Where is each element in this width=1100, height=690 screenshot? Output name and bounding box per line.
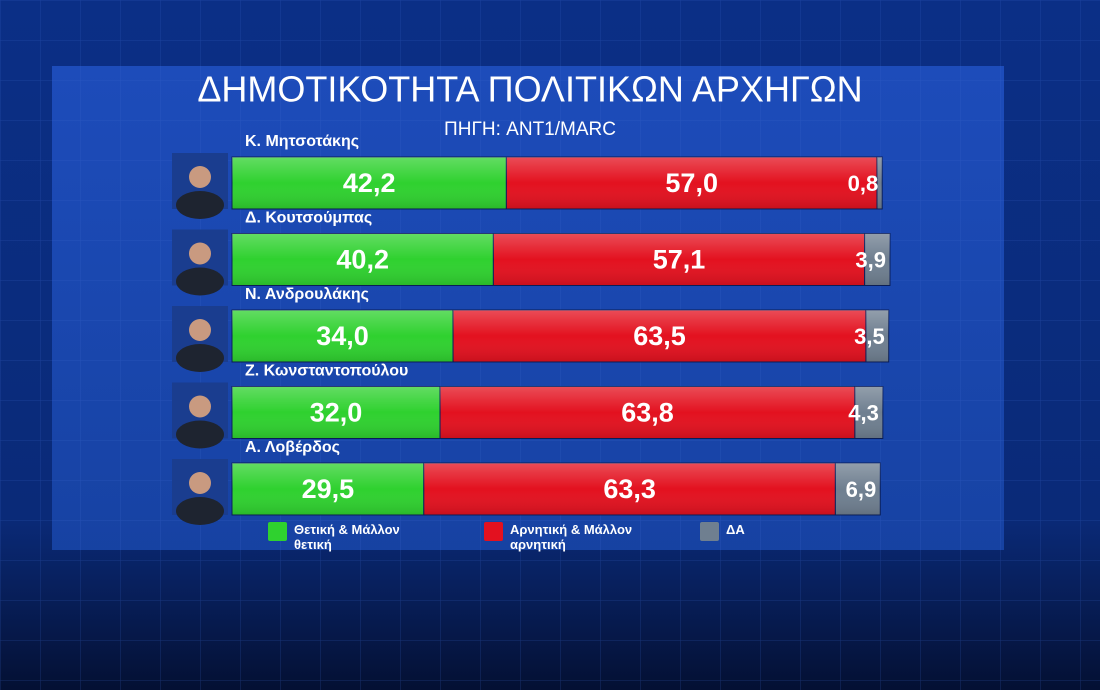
avatar-head (189, 472, 211, 494)
bar-shine (232, 233, 494, 286)
bar-shine (453, 310, 866, 362)
value-label: 32,0 (310, 398, 363, 428)
avatar-body (176, 344, 224, 372)
avatar-body (176, 497, 224, 525)
value-label: 63,8 (621, 398, 674, 428)
bar-shine (835, 463, 881, 515)
value-label: 57,0 (665, 168, 718, 198)
bar-shine (864, 233, 890, 286)
value-label: 34,0 (316, 321, 369, 351)
legend-swatch (268, 522, 287, 541)
avatar-head (189, 166, 211, 188)
category-label: Δ. Κουτσούμπας (245, 210, 372, 227)
chart-title: ΔΗΜΟΤΙΚΟΤΗΤΑ ΠΟΛΙΤΙΚΩΝ ΑΡΧΗΓΩΝ (197, 69, 862, 110)
value-label: 3,5 (854, 324, 885, 349)
bar-shine (876, 157, 883, 209)
legend-label: ΔΑ (726, 522, 745, 537)
category-label: Α. Λοβέρδος (245, 439, 340, 456)
legend-label: Θετική & Μάλλον θετική (294, 522, 400, 552)
legend-label: Αρνητική & Μάλλον αρνητική (510, 522, 633, 552)
avatar-head (189, 319, 211, 341)
avatar-body (176, 191, 224, 219)
bar-shine (506, 157, 877, 209)
value-label: 42,2 (343, 168, 396, 198)
value-label: 3,9 (855, 247, 886, 272)
bar-shine (232, 310, 454, 362)
bar-shine (493, 233, 865, 286)
value-label: 6,9 (846, 477, 877, 502)
avatar-body (176, 420, 224, 449)
bar-shine (865, 310, 889, 362)
value-label: 57,1 (653, 245, 706, 275)
bar-shine (854, 386, 883, 439)
value-label: 40,2 (336, 245, 389, 275)
value-label: 29,5 (302, 474, 355, 504)
value-label: 63,5 (633, 321, 686, 351)
bar-shine (232, 386, 441, 439)
chart-subtitle: ΠΗΓΗ: ANT1/MARC (444, 119, 616, 140)
avatar-head (189, 242, 211, 265)
avatar-body (176, 267, 224, 296)
value-label: 4,3 (848, 400, 879, 425)
legend-swatch (484, 522, 503, 541)
category-label: Ν. Ανδρουλάκης (245, 286, 369, 303)
category-label: Ζ. Κωνσταντοπούλου (245, 363, 408, 380)
legend-swatch (700, 522, 719, 541)
bar-shine (232, 157, 507, 209)
avatar-head (189, 395, 211, 418)
bar-shine (423, 463, 836, 515)
bar-shine (232, 463, 424, 515)
value-label: 0,8 (848, 171, 879, 196)
bar-shine (440, 386, 855, 439)
category-label: Κ. Μητσοτάκης (245, 133, 359, 150)
value-label: 63,3 (603, 474, 656, 504)
